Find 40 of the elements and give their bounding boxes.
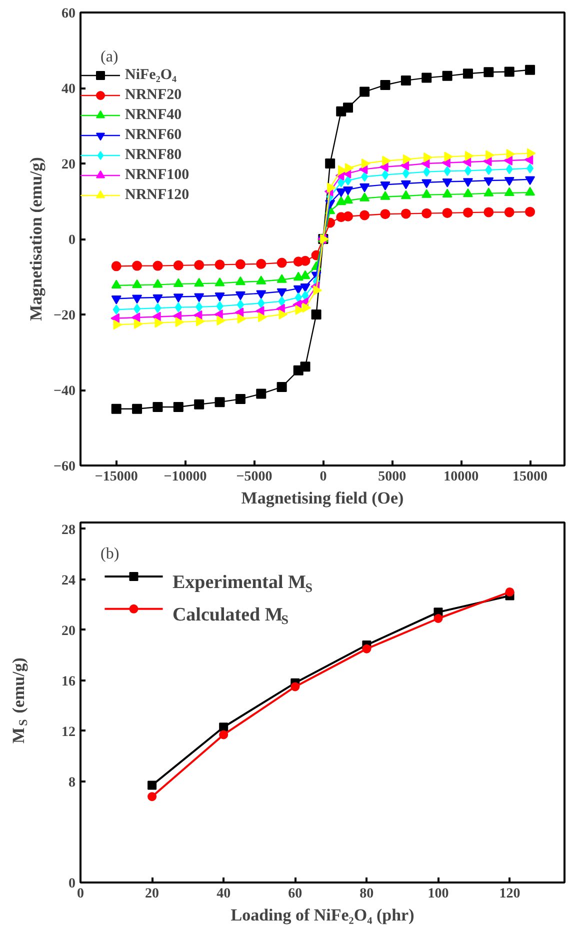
annotation: (a): [100, 48, 118, 66]
x-tick-label: 40: [216, 886, 231, 902]
y-tick-label: −20: [54, 308, 76, 324]
y-tick-label: 20: [62, 158, 76, 172]
y-tick-label: 16: [62, 674, 76, 690]
y-tick-label: −40: [54, 384, 76, 399]
x-tick-label: 0: [320, 470, 327, 484]
x-tick-label: 20: [145, 886, 160, 902]
y-tick-label: 60: [62, 6, 76, 22]
legend-label: NRNF120: [125, 186, 190, 204]
x-tick-label: −10000: [164, 470, 207, 484]
y-tick-label: 0: [68, 233, 76, 248]
x-tick-label: 15000: [512, 470, 548, 484]
y-tick-label: 24: [62, 573, 76, 588]
y-axis-title: Magnetisation (emu/g): [26, 157, 46, 321]
x-tick-label: −15000: [94, 470, 138, 484]
legend-label: NRNF80: [125, 146, 182, 164]
x-axis-title: Loading of NiFe₂O₄ (phr): [230, 906, 414, 924]
x-tick-label: 120: [499, 886, 520, 902]
x-tick-label: 10000: [444, 470, 479, 484]
x-axis-title: Magnetising field (Oe): [241, 488, 404, 508]
legend-label: NRNF20: [125, 86, 182, 104]
x-tick-label: 100: [428, 886, 449, 902]
legend-label: NRNF100: [125, 166, 190, 184]
y-axis-title: MS (emu/g): [9, 658, 30, 744]
legend-label: NiFe₂O₄: [125, 66, 176, 84]
y-tick-label: 0: [68, 876, 76, 892]
y-tick-label: 20: [62, 624, 76, 639]
legend-label: NRNF60: [125, 126, 182, 144]
x-tick-label: 80: [360, 886, 374, 902]
y-tick-label: 8: [68, 775, 76, 790]
y-tick-label: 28: [62, 522, 76, 538]
x-tick-label: 5000: [378, 470, 406, 484]
y-tick-label: 40: [62, 82, 76, 97]
annotation: (b): [100, 546, 120, 562]
y-tick-label: −60: [54, 460, 76, 474]
x-tick-label: −5000: [236, 470, 272, 484]
x-tick-label: 60: [288, 886, 302, 902]
legend-label: NRNF40: [125, 106, 182, 124]
y-tick-label: 12: [62, 724, 76, 740]
